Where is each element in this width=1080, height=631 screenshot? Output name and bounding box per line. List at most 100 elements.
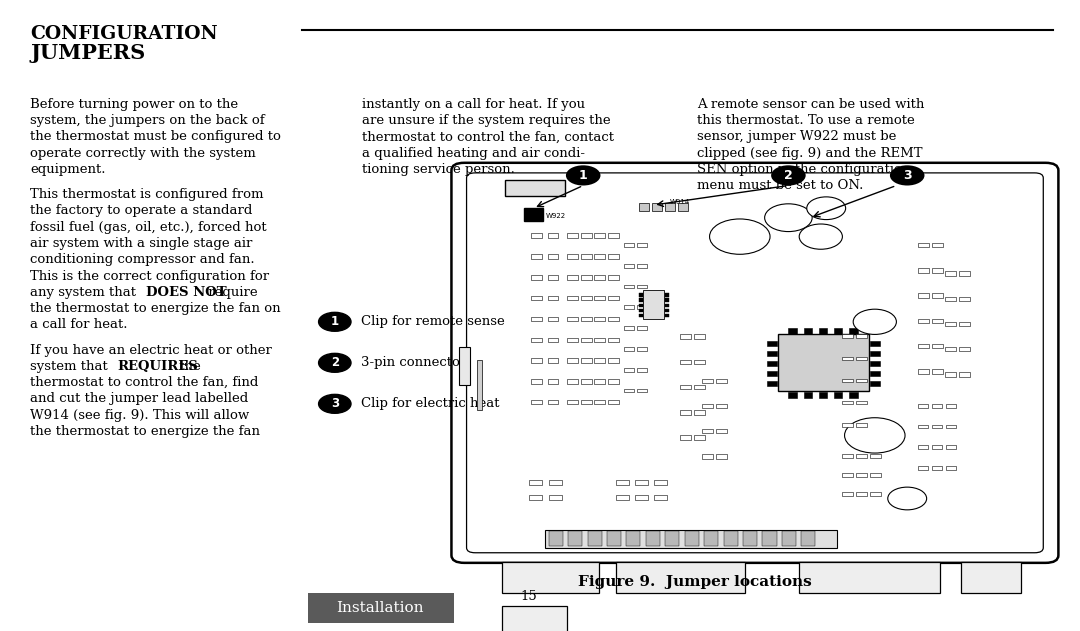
- Bar: [581, 275, 592, 280]
- Bar: [529, 480, 542, 485]
- Text: this thermostat. To use a remote: this thermostat. To use a remote: [697, 114, 915, 127]
- Text: tioning service person.: tioning service person.: [362, 163, 515, 176]
- Bar: [959, 297, 970, 301]
- Bar: [643, 290, 664, 319]
- Bar: [639, 293, 643, 297]
- Bar: [834, 328, 842, 334]
- Bar: [594, 379, 605, 384]
- Bar: [694, 385, 705, 389]
- Text: CONFIGURATION: CONFIGURATION: [30, 25, 218, 44]
- Bar: [959, 372, 970, 377]
- Bar: [680, 385, 691, 389]
- Text: any system that: any system that: [30, 286, 140, 299]
- Bar: [548, 233, 558, 238]
- Bar: [856, 334, 867, 338]
- Bar: [782, 531, 796, 546]
- Bar: [594, 317, 605, 321]
- Bar: [704, 531, 718, 546]
- Bar: [716, 429, 727, 433]
- Text: If you have an electric heat or other: If you have an electric heat or other: [30, 344, 272, 357]
- Bar: [548, 400, 558, 404]
- Bar: [568, 531, 582, 546]
- Text: A remote sensor can be used with: A remote sensor can be used with: [697, 98, 924, 111]
- Bar: [639, 309, 643, 312]
- Bar: [932, 243, 943, 247]
- Bar: [678, 203, 688, 211]
- Circle shape: [566, 165, 600, 186]
- Bar: [524, 208, 543, 221]
- Text: and cut the jumper lead labelled: and cut the jumper lead labelled: [30, 392, 248, 406]
- Bar: [637, 326, 647, 330]
- Bar: [743, 531, 757, 546]
- Bar: [945, 297, 956, 301]
- Text: instantly on a call for heat. If you: instantly on a call for heat. If you: [362, 98, 585, 111]
- Bar: [680, 410, 691, 415]
- Bar: [870, 473, 881, 477]
- Bar: [567, 379, 578, 384]
- Bar: [694, 410, 705, 415]
- Bar: [856, 379, 867, 382]
- Text: Before turning power on to the: Before turning power on to the: [30, 98, 239, 111]
- Bar: [945, 347, 956, 351]
- Bar: [702, 454, 713, 459]
- Bar: [548, 275, 558, 280]
- Text: thermostat to control the fan, contact: thermostat to control the fan, contact: [362, 131, 613, 143]
- Bar: [680, 334, 691, 339]
- Bar: [932, 404, 942, 408]
- Bar: [665, 203, 675, 211]
- Bar: [624, 243, 634, 247]
- Bar: [502, 606, 567, 631]
- Bar: [665, 293, 669, 297]
- Bar: [639, 203, 649, 211]
- Bar: [804, 392, 812, 398]
- Bar: [842, 423, 853, 427]
- Text: a qualified heating and air condi-: a qualified heating and air condi-: [362, 146, 584, 160]
- Bar: [608, 358, 619, 363]
- Bar: [932, 466, 942, 470]
- Bar: [624, 305, 634, 309]
- Bar: [652, 203, 662, 211]
- Bar: [694, 334, 705, 339]
- Bar: [549, 495, 562, 500]
- Bar: [724, 531, 738, 546]
- Text: JUMPERS: JUMPERS: [30, 43, 146, 63]
- Bar: [685, 531, 699, 546]
- Bar: [637, 389, 647, 392]
- Bar: [594, 338, 605, 342]
- Bar: [531, 338, 542, 342]
- Text: Installation: Installation: [336, 601, 424, 615]
- Bar: [594, 233, 605, 238]
- Bar: [870, 371, 880, 376]
- Bar: [624, 368, 634, 372]
- Bar: [680, 435, 691, 440]
- Bar: [665, 314, 669, 317]
- Text: are unsure if the system requires the: are unsure if the system requires the: [362, 114, 610, 127]
- Bar: [549, 480, 562, 485]
- Circle shape: [853, 309, 896, 334]
- Bar: [581, 338, 592, 342]
- Bar: [567, 254, 578, 259]
- Bar: [581, 400, 592, 404]
- Bar: [932, 293, 943, 298]
- Bar: [549, 531, 563, 546]
- Circle shape: [888, 487, 927, 510]
- Bar: [799, 562, 940, 593]
- Bar: [581, 254, 592, 259]
- Text: 3-pin connector: 3-pin connector: [361, 357, 465, 369]
- Bar: [567, 358, 578, 363]
- Bar: [608, 317, 619, 321]
- Text: Figure 9.  Jumper locations: Figure 9. Jumper locations: [578, 575, 811, 589]
- Bar: [531, 233, 542, 238]
- Text: DOES NOT: DOES NOT: [147, 286, 227, 299]
- Bar: [842, 454, 853, 458]
- Bar: [608, 338, 619, 342]
- Circle shape: [807, 197, 846, 220]
- Bar: [624, 326, 634, 330]
- Bar: [531, 254, 542, 259]
- Text: sensor, jumper W922 must be: sensor, jumper W922 must be: [697, 131, 896, 143]
- Bar: [639, 304, 643, 307]
- Bar: [635, 480, 648, 485]
- Bar: [594, 358, 605, 363]
- Bar: [918, 404, 928, 408]
- Bar: [608, 233, 619, 238]
